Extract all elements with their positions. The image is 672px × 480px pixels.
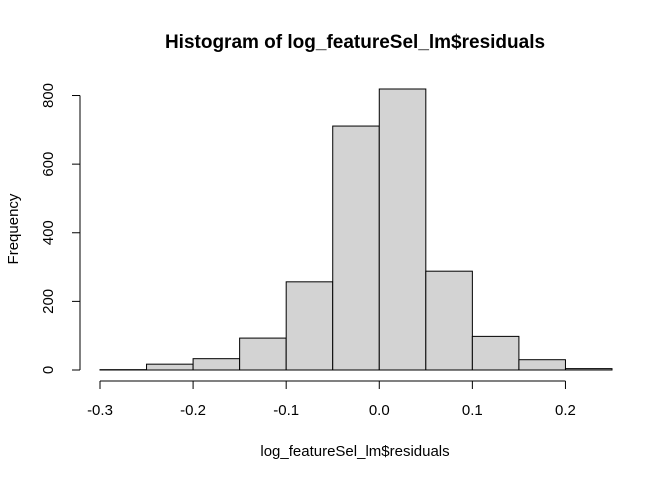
bars-group xyxy=(99,88,613,371)
y-tick-label: 400 xyxy=(40,220,57,245)
x-tick-label: 0.2 xyxy=(555,402,576,419)
x-axis-label: log_featureSel_lm$residuals xyxy=(260,443,449,460)
y-tick-label: 0 xyxy=(40,366,57,374)
histogram-bar-6 xyxy=(378,88,427,371)
x-tick-label: 0.0 xyxy=(369,402,390,419)
histogram-bar-1 xyxy=(146,363,194,371)
histogram-bar-5 xyxy=(332,125,380,371)
y-tick-label: 200 xyxy=(40,289,57,314)
histogram-bar-2 xyxy=(192,358,241,371)
histogram-bar-10 xyxy=(564,368,613,371)
histogram-bar-7 xyxy=(425,270,473,371)
x-tick-label: 0.1 xyxy=(462,402,483,419)
chart-title: Histogram of log_featureSel_lm$residuals xyxy=(165,32,545,53)
histogram-bar-9 xyxy=(518,359,566,371)
y-axis-label: Frequency xyxy=(5,193,22,264)
x-axis: -0.3 -0.2 -0.1 0.0 0.1 0.2 xyxy=(87,380,576,419)
histogram-bar-8 xyxy=(471,335,520,371)
x-tick-label: -0.2 xyxy=(180,402,206,419)
histogram-bar-3 xyxy=(239,337,287,371)
histogram-bar-4 xyxy=(285,281,334,371)
y-tick-label: 800 xyxy=(40,83,57,108)
y-tick-label: 600 xyxy=(40,152,57,177)
y-axis: 0 200 400 600 800 xyxy=(40,83,81,374)
x-tick-label: -0.1 xyxy=(273,402,299,419)
x-tick-label: -0.3 xyxy=(87,402,113,419)
